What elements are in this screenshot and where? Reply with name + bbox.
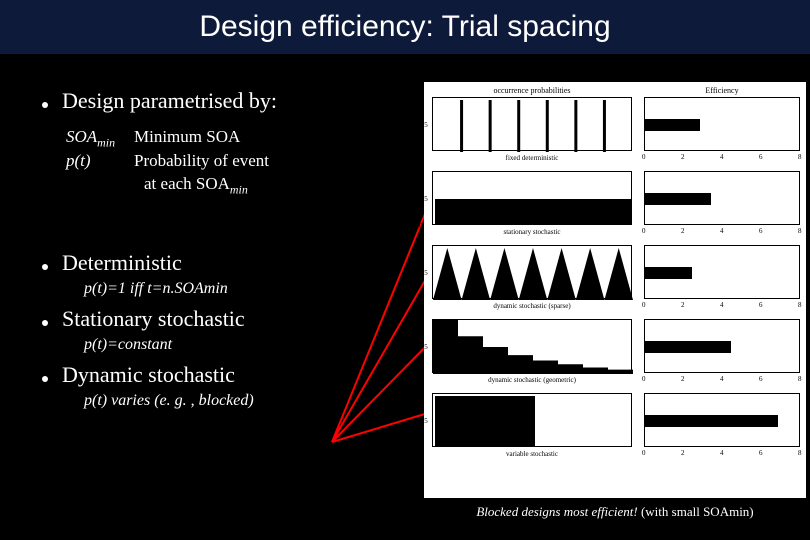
occurrence-title: occurrence probabilities <box>432 86 632 95</box>
bullet-dot-icon <box>42 264 48 270</box>
param-block: SOAmin Minimum SOA p(t) Probability of e… <box>66 126 422 198</box>
bullet-stationary-text: Stationary stochastic <box>62 306 245 332</box>
bullet-dot-icon <box>42 320 48 326</box>
occurrence-panel: 00.51dynamic stochastic (sparse) <box>432 245 632 299</box>
chart-area: occurrence probabilities 00.51fixed dete… <box>424 82 806 498</box>
occurrence-column: occurrence probabilities 00.51fixed dete… <box>432 86 632 494</box>
param-soa-desc: Minimum SOA <box>134 126 240 150</box>
efficiency-panel: 02468 <box>644 319 800 373</box>
efficiency-column: Efficiency 02468 02468 02468 02468 02468 <box>644 86 800 494</box>
bullet-stationary: Stationary stochastic <box>42 306 422 332</box>
occurrence-panel: 00.51stationary stochastic <box>432 171 632 225</box>
efficiency-title: Efficiency <box>644 86 800 95</box>
param-soa-key: SOAmin <box>66 126 134 150</box>
bullet-parametrised: Design parametrised by: <box>42 88 422 114</box>
efficiency-panel: 02468 <box>644 97 800 151</box>
bullet-deterministic-text: Deterministic <box>62 250 182 276</box>
caption-italic: Blocked designs most efficient! <box>476 504 641 519</box>
efficiency-panel: 02468 <box>644 393 800 447</box>
param-pt-desc: Probability of event <box>134 150 269 173</box>
occurrence-panel: 00.51variable stochastic <box>432 393 632 447</box>
bullet-parametrised-text: Design parametrised by: <box>62 88 277 114</box>
slide-title: Design efficiency: Trial spacing <box>199 10 610 44</box>
bullet-dynamic: Dynamic stochastic <box>42 362 422 388</box>
deterministic-sub: p(t)=1 iff t=n.SOAmin <box>84 280 422 298</box>
bullet-dot-icon <box>42 376 48 382</box>
bullet-dynamic-text: Dynamic stochastic <box>62 362 235 388</box>
occurrence-panel: 00.51fixed deterministic <box>432 97 632 151</box>
param-pt-sub: at each SOAmin <box>144 173 422 197</box>
bullet-dot-icon <box>42 102 48 108</box>
param-pt-key: p(t) <box>66 150 134 173</box>
occurrence-panel: 00.51dynamic stochastic (geometric) <box>432 319 632 373</box>
content-left: Design parametrised by: SOAmin Minimum S… <box>42 88 422 410</box>
caption: Blocked designs most efficient! (with sm… <box>424 504 806 520</box>
efficiency-panel: 02468 <box>644 245 800 299</box>
bullet-deterministic: Deterministic <box>42 250 422 276</box>
efficiency-panel: 02468 <box>644 171 800 225</box>
dynamic-sub: p(t) varies (e. g. , blocked) <box>84 392 422 410</box>
title-bar: Design efficiency: Trial spacing <box>0 0 810 58</box>
stationary-sub: p(t)=constant <box>84 336 422 354</box>
caption-normal: (with small SOAmin) <box>641 504 754 519</box>
